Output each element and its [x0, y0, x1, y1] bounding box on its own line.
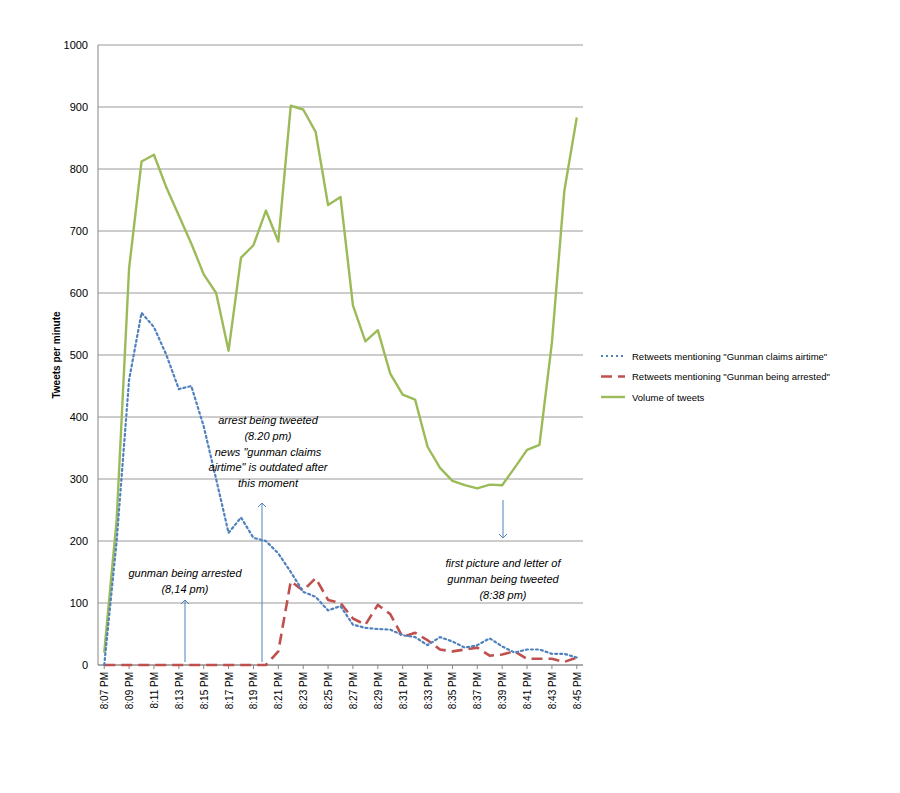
- grid-line: [98, 479, 583, 480]
- x-tick: [352, 665, 353, 669]
- x-tick: [203, 665, 204, 669]
- x-axis: [98, 665, 583, 666]
- x-tick-label: 8:35 PM: [447, 672, 458, 709]
- y-tick-label: 500: [70, 349, 88, 361]
- legend-label: Volume of tweets: [632, 392, 705, 403]
- x-tick-label: 8:17 PM: [224, 672, 235, 709]
- y-tick-label: 800: [70, 163, 88, 175]
- x-tick-label: 8:27 PM: [348, 672, 359, 709]
- x-tick-label: 8:43 PM: [547, 672, 558, 709]
- grid-line: [98, 169, 583, 170]
- x-tick-label: 8:29 PM: [373, 672, 384, 709]
- y-axis: [98, 45, 99, 665]
- x-tick: [377, 665, 378, 669]
- y-tick-label: 700: [70, 225, 88, 237]
- x-tick-label: 8:23 PM: [298, 672, 309, 709]
- chart-root: 0 100 200 300 400 500 600 700 800 900 1000 Tweets p…: [0, 0, 900, 793]
- plot-area: [104, 106, 577, 665]
- x-tick-label: 8:15 PM: [199, 672, 210, 709]
- y-tick-label: 1000: [64, 39, 88, 51]
- annotation-text: arrest being tweeted: [218, 414, 319, 426]
- x-tick-label: 8:25 PM: [323, 672, 334, 709]
- x-tick: [502, 665, 503, 669]
- x-tick-label: 8:45 PM: [572, 672, 583, 709]
- legend-swatch: [601, 396, 625, 398]
- annotation-text: (8:38 pm): [479, 589, 526, 601]
- annotation-text: first picture and letter of: [446, 557, 562, 569]
- annotation-text: news "gunman claims: [215, 446, 322, 458]
- background: [0, 0, 900, 793]
- grid-line: [98, 45, 583, 46]
- series-line: [104, 313, 577, 665]
- grid-line: [98, 355, 583, 356]
- annotation-text: airtime" is outdated after: [209, 461, 329, 473]
- y-tick-label: 400: [70, 411, 88, 423]
- legend-label: Retweets mentioning "Gunman being arrest…: [632, 371, 830, 382]
- legend: Retweets mentioning "Gunman claims airti…: [601, 351, 830, 403]
- x-tick: [328, 665, 329, 669]
- x-tick: [253, 665, 254, 669]
- grid-line: [98, 541, 583, 542]
- x-tick: [477, 665, 478, 669]
- grid-line: [98, 293, 583, 294]
- x-tick-label: 8:39 PM: [497, 672, 508, 709]
- x-tick-label: 8:31 PM: [398, 672, 409, 709]
- grid-line: [98, 107, 583, 108]
- y-tick-label: 900: [70, 101, 88, 113]
- x-tick-label: 8:21 PM: [273, 672, 284, 709]
- x-tick-label: 8:13 PM: [174, 672, 185, 709]
- chart-svg: 0 100 200 300 400 500 600 700 800 900 1000 Tweets p…: [0, 0, 900, 793]
- annotation-arrow: [185, 600, 186, 662]
- annotation-text: this moment: [238, 477, 299, 489]
- grid-line: [98, 603, 583, 604]
- x-tick-label: 8:37 PM: [472, 672, 483, 709]
- y-axis-title: Tweets per minute: [51, 311, 62, 398]
- annotation-text: gunman being arrested: [128, 567, 242, 579]
- x-tick: [551, 665, 552, 669]
- grid-line: [98, 231, 583, 232]
- legend-label: Retweets mentioning "Gunman claims airti…: [632, 351, 827, 362]
- legend-swatch: [601, 375, 625, 378]
- y-tick-label: 300: [70, 473, 88, 485]
- x-tick-label: 8:19 PM: [248, 672, 259, 709]
- x-tick-label: 8:11 PM: [149, 672, 160, 709]
- series-line: [104, 578, 577, 665]
- x-tick: [278, 665, 279, 669]
- grid-line: [98, 665, 583, 666]
- x-tick-label: 8:33 PM: [423, 672, 434, 709]
- annotation-arrow: [503, 500, 504, 538]
- x-tick: [402, 665, 403, 669]
- x-tick-label: 8:09 PM: [124, 672, 135, 709]
- x-tick: [527, 665, 528, 669]
- y-tick-label: 0: [82, 659, 88, 671]
- legend-swatch: [601, 355, 625, 357]
- x-tick-label: 8:41 PM: [522, 672, 533, 709]
- y-tick-label: 100: [70, 597, 88, 609]
- x-tick: [576, 665, 577, 669]
- annotation-text: (8,14 pm): [161, 583, 208, 595]
- x-tick: [153, 665, 154, 669]
- y-tick-label: 200: [70, 535, 88, 547]
- x-tick: [427, 665, 428, 669]
- annotation-text: gunman being tweeted: [447, 573, 559, 585]
- annotation-arrow: [262, 503, 263, 662]
- grid-line: [98, 417, 583, 418]
- x-tick: [452, 665, 453, 669]
- x-tick: [303, 665, 304, 669]
- annotation-text: (8.20 pm): [244, 430, 291, 442]
- y-tick-label: 600: [70, 287, 88, 299]
- x-tick-label: 8:07 PM: [99, 672, 110, 709]
